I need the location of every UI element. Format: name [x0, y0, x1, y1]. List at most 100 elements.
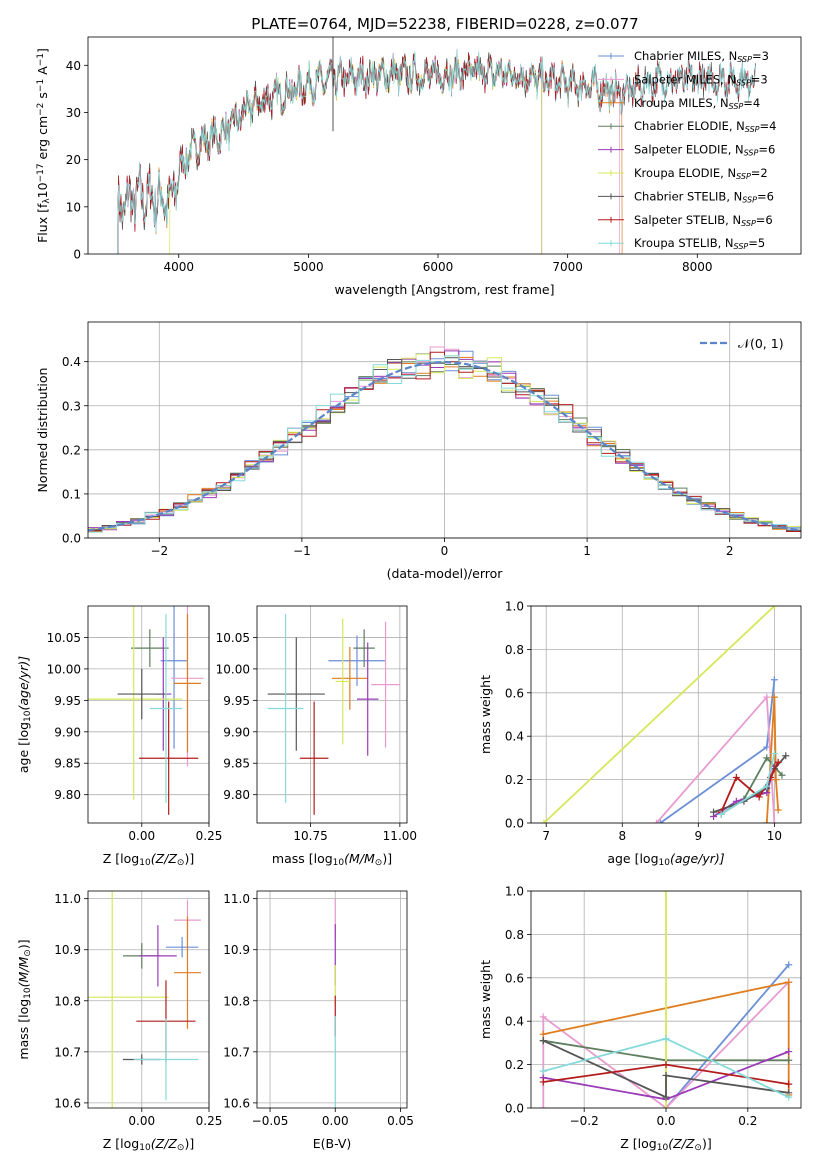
weight-line [542, 1039, 789, 1099]
axis-label-part: age [log [16, 722, 31, 773]
axes-frame [530, 605, 802, 824]
x-tick-label: 8000 [682, 260, 713, 274]
axis-label-part: ⊙ [23, 949, 33, 957]
spectrum-line [117, 49, 756, 254]
weight-line [765, 697, 780, 823]
axis-label-part: λ [42, 198, 52, 204]
legend-entry-base: Chabrier STELIB, N [634, 189, 742, 203]
y-tick-label: 9.95 [223, 694, 250, 708]
axis-label-part: (Z/Z [151, 1136, 178, 1151]
errorbar-group [88, 891, 201, 1108]
y-tick-label: 10.9 [54, 943, 81, 957]
errorbar-point [267, 614, 304, 803]
axis-label-part: Z [log [103, 851, 139, 866]
x-tick-label: 9 [695, 829, 703, 843]
y-tick-label: 9.90 [54, 725, 81, 739]
legend-entry-base: Chabrier ELODIE, N [634, 119, 745, 133]
weight-marker [763, 754, 771, 762]
weight-line [659, 679, 776, 823]
errorbar-point [139, 925, 177, 987]
y-tick-label: 9.80 [223, 788, 250, 802]
weight-marker [662, 1061, 670, 1069]
x-tick-label: 0.25 [196, 1114, 223, 1128]
x-tick-label: 0 [441, 544, 449, 558]
weight-marker [782, 752, 790, 760]
y-tick-label: 10.05 [47, 631, 81, 645]
errorbar-point [299, 701, 329, 815]
weight-lines-group [539, 891, 793, 1108]
axis-label-part: ⊙ [177, 1143, 185, 1153]
axis-label-part: −2 [36, 103, 46, 116]
errorbar-point [332, 646, 368, 710]
axes-frame [530, 890, 802, 1109]
weight-marker [785, 961, 793, 969]
legend-entry-sub: SSP [741, 219, 756, 228]
errorbar-point [149, 614, 183, 803]
axis-label-part: ⊙ [375, 858, 383, 868]
y-tick-label: 10.7 [54, 1045, 81, 1059]
weight-marker [755, 793, 763, 801]
legend-entry: Salpeter STELIB, NSSP=6 [634, 213, 773, 228]
y-tick-label: 0.1 [62, 487, 81, 501]
y-tick-label: 0.4 [62, 355, 81, 369]
x-tick-label: 0.0 [656, 1114, 675, 1128]
y-tick-label: 0.3 [62, 399, 81, 413]
weight-line [665, 964, 790, 1108]
axis-label-part: ⊙ [694, 1143, 702, 1153]
legend-entry-sub: SSP [742, 195, 757, 204]
legend-entry: Chabrier ELODIE, NSSP=4 [634, 119, 776, 134]
spectrum-line [117, 50, 543, 254]
legend-entry: Kroupa MILES, NSSP=4 [634, 96, 760, 111]
y-tick-label: 20 [66, 153, 81, 167]
y-tick-label: 0.2 [62, 443, 81, 457]
legend-entry-sub: SSP [737, 55, 752, 64]
weight-marker [710, 808, 718, 816]
y-tick-label: 40 [66, 59, 81, 73]
figure-title: PLATE=0764, MJD=52238, FIBERID=0228, z=0… [251, 15, 638, 33]
x-tick-label: 11.00 [383, 829, 417, 843]
legend-entry-sub: SSP [736, 78, 751, 87]
axis-label-part: (M/M [16, 957, 31, 988]
errorbar-point [328, 635, 386, 686]
axes-spectrum: 4000 5000 6000 7000 8000 0 10 20 30 40 Chabrier MI… [35, 36, 802, 297]
x-tick-label: −0.05 [252, 1114, 289, 1128]
y-axis-label: mass weight [478, 675, 493, 754]
legend-entry-tail: =6 [756, 213, 773, 227]
axis-label-part: )] [702, 1136, 712, 1151]
x-tick-label: 10.75 [293, 829, 327, 843]
errorbar-group [267, 614, 400, 815]
y-tick-label: 10.05 [216, 631, 250, 645]
weight-marker [785, 1093, 793, 1101]
axes-age_vs_Z: 0.00 0.25 9.80 9.85 9.90 9.95 10.00 10.05 Z [log… [16, 605, 222, 868]
legend-entry-tail: =4 [760, 119, 777, 133]
y-axis-label: mass weight [478, 960, 493, 1039]
axis-label-part: 10 [333, 858, 345, 868]
x-tick-label: 8 [618, 829, 626, 843]
errorbar-point [133, 1018, 199, 1101]
legend-entry-sub: SSP [745, 125, 760, 134]
x-tick-label: 5000 [293, 260, 324, 274]
y-tick-label: 9.85 [223, 757, 250, 771]
errorbar-point [174, 916, 201, 1029]
axis-label: Z [log10(Z/Z⊙)] [620, 1136, 711, 1153]
y-tick-label: 10.8 [54, 994, 81, 1008]
y-tick-label: 11.0 [223, 892, 250, 906]
y-tick-label: 0.2 [505, 1058, 524, 1072]
histogram-group [88, 346, 801, 534]
axis-label-part: )] [16, 939, 31, 949]
axes-frame [256, 605, 408, 824]
weight-marker [770, 819, 778, 823]
axis-label-part: (Z/Z [151, 851, 178, 866]
axis-label: mass [log10(M/M⊙)] [272, 851, 392, 868]
axes-frame [87, 321, 802, 539]
legend-entry-sub: SSP [736, 172, 751, 181]
weight-marker [770, 606, 778, 610]
y-tick-label: 10.8 [223, 994, 250, 1008]
axis-label-part: −1 [36, 53, 46, 66]
legend-entry-tail: =2 [751, 166, 768, 180]
legend-entry-sub: SSP [734, 242, 749, 251]
legend-entry-tail: =6 [757, 189, 774, 203]
